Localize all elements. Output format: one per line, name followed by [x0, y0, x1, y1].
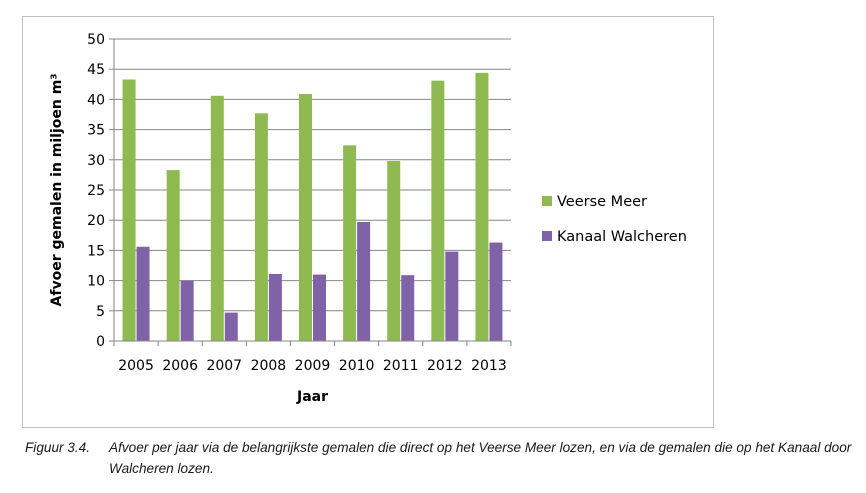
y-tick-label: 25 — [87, 183, 105, 199]
y-tick-label: 45 — [87, 62, 105, 78]
bar-chart: 0 5 10 15 20 25 30 35 40 45 50 2005 2006 2007 2008 2009… — [49, 32, 687, 405]
y-tick-label: 50 — [87, 32, 105, 48]
bar-kanaal-walcheren-2013 — [489, 242, 503, 341]
bar-veerse-meer-2006 — [166, 170, 180, 341]
x-tick-label: 2012 — [427, 358, 463, 374]
x-tick-label: 2005 — [118, 358, 154, 374]
legend: Veerse Meer Kanaal Walcheren — [542, 194, 687, 245]
y-tick-label: 0 — [96, 334, 105, 350]
caption-label: Figuur 3.4. — [25, 440, 90, 455]
legend-swatch-veerse-meer — [542, 196, 552, 206]
bar-veerse-meer-2013 — [475, 72, 489, 341]
x-tick-label: 2010 — [339, 358, 375, 374]
legend-label-kanaal-walcheren: Kanaal Walcheren — [557, 229, 687, 245]
chart-frame: 0 5 10 15 20 25 30 35 40 45 50 2005 2006 2007 2008 2009… — [22, 16, 714, 428]
bar-veerse-meer-2010 — [343, 145, 357, 341]
bar-kanaal-walcheren-2009 — [313, 274, 326, 341]
bar-kanaal-walcheren-2006 — [180, 280, 194, 341]
x-tick-label: 2011 — [383, 358, 419, 374]
y-tick-label: 35 — [87, 123, 105, 139]
bar-veerse-meer-2005 — [122, 79, 136, 341]
bar-veerse-meer-2008 — [254, 113, 268, 342]
bar-kanaal-walcheren-2008 — [268, 273, 282, 341]
legend-label-veerse-meer: Veerse Meer — [557, 194, 647, 210]
axes — [109, 38, 512, 346]
bar-kanaal-walcheren-2005 — [136, 246, 150, 341]
y-tick-label: 20 — [87, 213, 105, 229]
bar-veerse-meer-2007 — [210, 95, 224, 341]
x-tick-label: 2013 — [471, 358, 507, 374]
y-tick-label: 15 — [87, 243, 105, 259]
tick-labels: 0 5 10 15 20 25 30 35 40 45 50 2005 2006 2007 2008 2009… — [87, 32, 507, 374]
bar-kanaal-walcheren-2011 — [401, 275, 415, 341]
y-tick-label: 5 — [96, 304, 105, 320]
bar-kanaal-walcheren-2012 — [445, 251, 459, 341]
x-tick-label: 2009 — [295, 358, 331, 374]
legend-swatch-kanaal-walcheren — [542, 231, 552, 241]
bar-veerse-meer-2012 — [431, 80, 445, 341]
x-tick-label: 2006 — [162, 358, 198, 374]
bar-veerse-meer-2011 — [387, 161, 401, 341]
x-axis-title: Jaar — [296, 389, 328, 405]
y-tick-label: 10 — [87, 274, 105, 290]
caption-text: Afvoer per jaar via de belangrijkste gem… — [109, 440, 852, 476]
gridlines — [114, 38, 511, 312]
bar-kanaal-walcheren-2010 — [357, 222, 371, 341]
y-axis-title: Afvoer gemalen in miljoen m³ — [49, 74, 65, 307]
y-tick-label: 30 — [87, 153, 105, 169]
bar-veerse-meer-2009 — [299, 93, 312, 342]
bar-kanaal-walcheren-2007 — [224, 312, 238, 341]
y-tick-label: 40 — [87, 92, 105, 108]
figure-caption: Figuur 3.4. Afvoer per jaar via de belan… — [25, 437, 860, 479]
x-tick-label: 2007 — [206, 358, 242, 374]
bars — [122, 72, 503, 342]
x-tick-label: 2008 — [251, 358, 287, 374]
